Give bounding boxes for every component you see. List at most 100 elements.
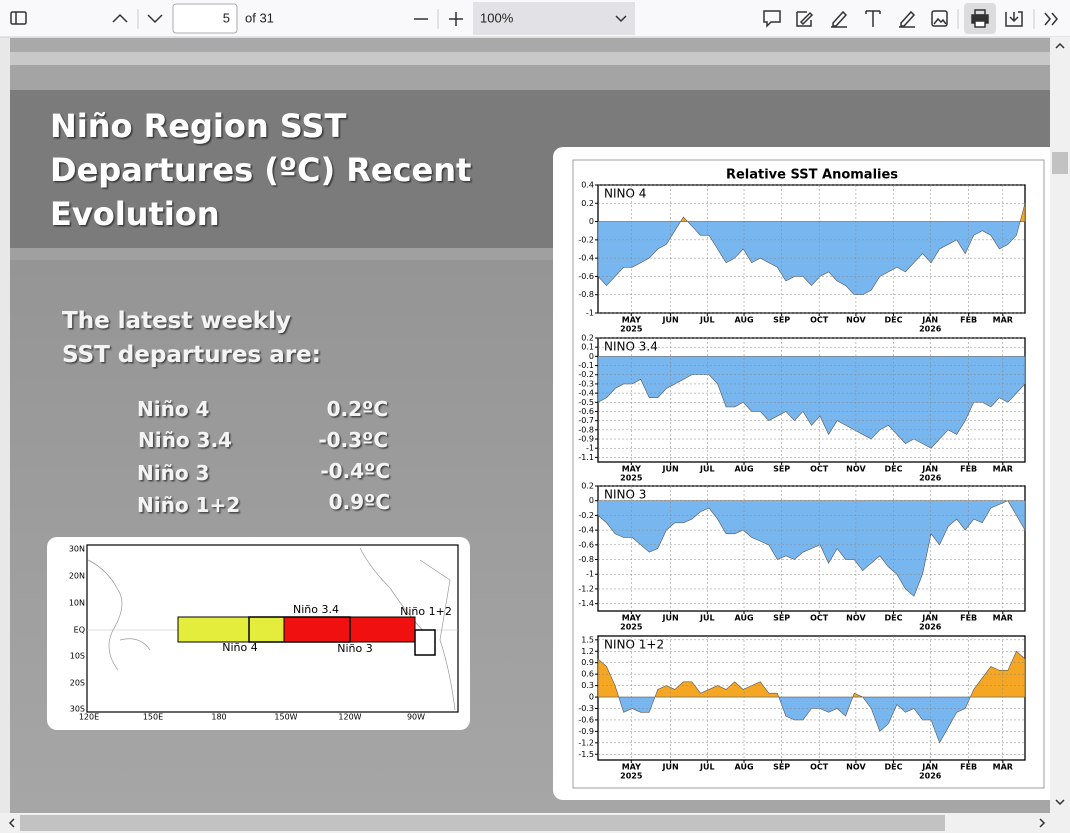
x-tick-label: OCT (810, 614, 829, 623)
x-tick-label: MAR (993, 614, 1013, 623)
y-tick-label: 0.3 (581, 681, 594, 690)
year-label: 2026 (919, 325, 942, 334)
region-name: Niño 3 (137, 461, 209, 485)
region-name: Niño 3.4 (138, 428, 232, 452)
x-tick-label: JUL (699, 465, 715, 474)
scroll-arrows[interactable] (1055, 42, 1065, 806)
y-tick-label: -0.2 (578, 370, 594, 379)
y-tick-label: -0.9 (578, 435, 594, 444)
year-label: 2026 (919, 474, 942, 483)
draw-button[interactable] (796, 11, 814, 27)
x-tick-label: NOV (846, 316, 866, 325)
region-label: Niño 3.4 (293, 603, 339, 616)
y-tick-label: 0.4 (581, 181, 594, 190)
year-label: 2025 (620, 772, 643, 781)
series-label: NINO 1+2 (604, 638, 664, 652)
lon-label: 120E (79, 713, 99, 722)
y-tick-label: -1.5 (578, 750, 594, 759)
x-tick-label: DEC (884, 316, 902, 325)
save-button[interactable] (1005, 11, 1023, 27)
x-tick-label: MAY (622, 763, 641, 772)
x-tick-label: JUN (662, 465, 679, 474)
year-label: 2026 (919, 772, 942, 781)
vertical-scrollbar[interactable] (1050, 37, 1070, 813)
x-tick-label: JAN (921, 316, 938, 325)
coastline (87, 547, 456, 711)
print-button[interactable] (971, 9, 989, 28)
x-tick-label: MAY (622, 316, 641, 325)
lon-label: 120W (338, 713, 361, 722)
y-tick-label: -0.4 (578, 254, 594, 263)
x-tick-label: JAN (921, 614, 938, 623)
x-tick-label: JAN (921, 465, 938, 474)
comment-button[interactable] (763, 10, 781, 28)
y-tick-label: -1 (586, 570, 594, 579)
x-tick-label: MAY (622, 465, 641, 474)
region-name: Niño 1+2 (137, 493, 240, 517)
y-tick-label: -0.7 (578, 416, 594, 425)
ink-button[interactable] (899, 10, 916, 28)
prev-page-button[interactable] (112, 13, 128, 23)
x-tick-label: FEB (960, 465, 977, 474)
page-count: of 31 (245, 10, 274, 25)
y-tick-label: -0.5 (578, 398, 594, 407)
x-tick-label: DEC (884, 763, 902, 772)
y-tick-label: -1.2 (578, 584, 594, 593)
intro-text: The latest weekly (62, 308, 291, 334)
x-tick-label: OCT (810, 316, 829, 325)
y-tick-label: -0.4 (578, 389, 594, 398)
year-label: 2025 (620, 325, 643, 334)
scroll-thumb[interactable] (20, 815, 945, 831)
next-page-button[interactable] (147, 14, 163, 24)
x-tick-label: NOV (846, 614, 866, 623)
text-button[interactable] (865, 10, 881, 27)
lat-label: 10N (69, 599, 85, 608)
x-tick-label: JUL (699, 316, 715, 325)
lat-label: 30S (70, 705, 85, 714)
anomaly-area (597, 500, 1026, 597)
slide-title: Niño Region SST (50, 107, 346, 145)
y-tick-label: -1 (586, 309, 594, 318)
lon-label: 180 (211, 713, 226, 722)
page-number: 5 (223, 10, 230, 25)
panel-title: Relative SST Anomalies (726, 168, 898, 183)
x-tick-label: AUG (735, 316, 754, 325)
sidebar-button[interactable] (10, 11, 27, 25)
y-tick-label: -1.4 (578, 599, 594, 608)
highlight-button[interactable] (831, 10, 848, 28)
x-tick-label: JUL (699, 614, 715, 623)
region-value: -0.4ºC (320, 459, 390, 483)
more-tools-button[interactable] (1044, 12, 1058, 26)
y-tick-label: 0.6 (581, 670, 594, 679)
lat-label: 30N (69, 545, 85, 554)
region-label: Niño 3 (337, 642, 372, 655)
year-label: 2026 (919, 623, 942, 632)
image-button[interactable] (931, 10, 948, 27)
lat-label: 20S (70, 679, 85, 688)
y-tick-label: -0.4 (578, 526, 594, 535)
region-value: -0.3ºC (318, 428, 388, 452)
lon-label: 150W (274, 713, 297, 722)
y-tick-label: -0.9 (578, 727, 594, 736)
scroll-arrows[interactable] (8, 818, 1046, 828)
series-label: NINO 3 (604, 488, 646, 502)
x-tick-label: MAR (993, 316, 1013, 325)
x-tick-label: NOV (846, 465, 866, 474)
region-value: 0.2ºC (327, 397, 388, 421)
zoom-value: 100% (480, 10, 514, 25)
lat-label: 20N (69, 572, 85, 581)
x-tick-label: MAY (622, 614, 641, 623)
x-tick-label: JAN (921, 763, 938, 772)
x-tick-label: FEB (960, 614, 977, 623)
x-tick-label: FEB (960, 316, 977, 325)
y-tick-label: 1.2 (581, 647, 594, 656)
zoom-in-button[interactable] (449, 12, 463, 26)
page-input[interactable] (172, 3, 238, 34)
toolbar: 5 of 31 100% (0, 0, 1070, 38)
y-tick-label: -0.1 (578, 361, 594, 370)
zoom-select[interactable] (473, 2, 635, 35)
x-tick-label: OCT (810, 763, 829, 772)
scroll-thumb[interactable] (1052, 152, 1068, 174)
lat-label: EQ (74, 626, 85, 635)
